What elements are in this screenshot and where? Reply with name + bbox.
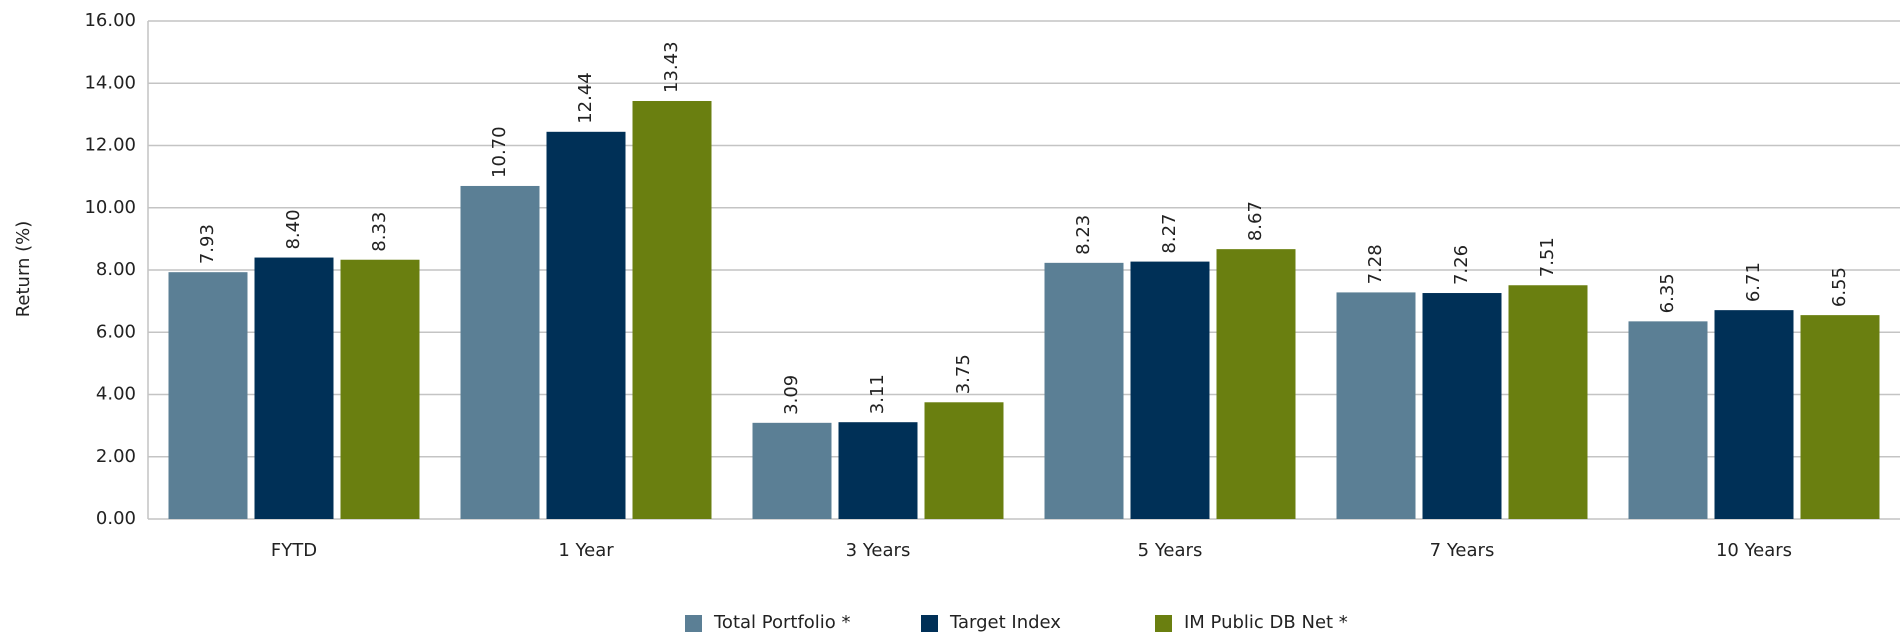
data-label: 7.93 — [197, 224, 218, 264]
x-tick-label: 3 Years — [846, 540, 911, 561]
bar — [1130, 261, 1210, 519]
data-label: 6.71 — [1743, 262, 1764, 302]
data-label: 8.33 — [369, 212, 390, 252]
y-tick-label: 16.00 — [84, 10, 136, 31]
y-tick-label: 8.00 — [96, 259, 136, 280]
bar — [340, 259, 420, 519]
y-tick-label: 12.00 — [84, 135, 136, 156]
bar — [1216, 249, 1296, 520]
bar — [168, 272, 248, 519]
data-label: 13.43 — [661, 41, 682, 93]
legend-swatch — [921, 615, 938, 632]
data-label: 8.67 — [1245, 201, 1266, 241]
bar — [1422, 293, 1502, 519]
bar — [460, 185, 540, 519]
bar — [1336, 292, 1416, 519]
data-label: 6.35 — [1657, 273, 1678, 313]
legend-swatch — [1155, 615, 1172, 632]
bar — [632, 100, 712, 520]
x-tick-label: FYTD — [271, 540, 317, 561]
bar — [1508, 285, 1588, 519]
data-label: 7.26 — [1451, 245, 1472, 285]
bar — [546, 131, 626, 519]
bar — [254, 257, 334, 519]
bar — [1628, 321, 1708, 519]
bar — [1714, 310, 1794, 519]
data-label: 7.51 — [1537, 237, 1558, 277]
y-tick-label: 4.00 — [96, 384, 136, 405]
x-tick-label: 1 Year — [558, 540, 614, 561]
y-tick-label: 0.00 — [96, 508, 136, 529]
bar — [1044, 262, 1124, 519]
x-tick-label: 10 Years — [1716, 540, 1792, 561]
legend-label: IM Public DB Net * — [1184, 612, 1348, 633]
legend-swatch — [685, 615, 702, 632]
data-label: 8.23 — [1073, 215, 1094, 255]
y-tick-label: 6.00 — [96, 321, 136, 342]
legend-label: Target Index — [949, 612, 1061, 633]
data-label: 3.75 — [953, 354, 974, 394]
bar — [838, 422, 918, 519]
data-label: 8.27 — [1159, 214, 1180, 254]
data-label: 8.40 — [283, 209, 304, 249]
data-label: 12.44 — [575, 72, 596, 124]
bar — [752, 422, 832, 519]
y-tick-label: 2.00 — [96, 446, 136, 467]
data-label: 3.11 — [867, 374, 888, 414]
data-label: 3.09 — [781, 375, 802, 415]
legend-label: Total Portfolio * — [713, 612, 851, 633]
y-tick-label: 14.00 — [84, 72, 136, 93]
x-tick-label: 7 Years — [1430, 540, 1495, 561]
bar — [1800, 315, 1880, 519]
bar — [924, 402, 1004, 519]
data-label: 7.28 — [1365, 244, 1386, 284]
x-tick-label: 5 Years — [1138, 540, 1203, 561]
y-tick-label: 10.00 — [84, 197, 136, 218]
y-axis-title: Return (%) — [13, 221, 34, 318]
data-label: 6.55 — [1829, 267, 1850, 307]
data-label: 10.70 — [489, 126, 510, 178]
